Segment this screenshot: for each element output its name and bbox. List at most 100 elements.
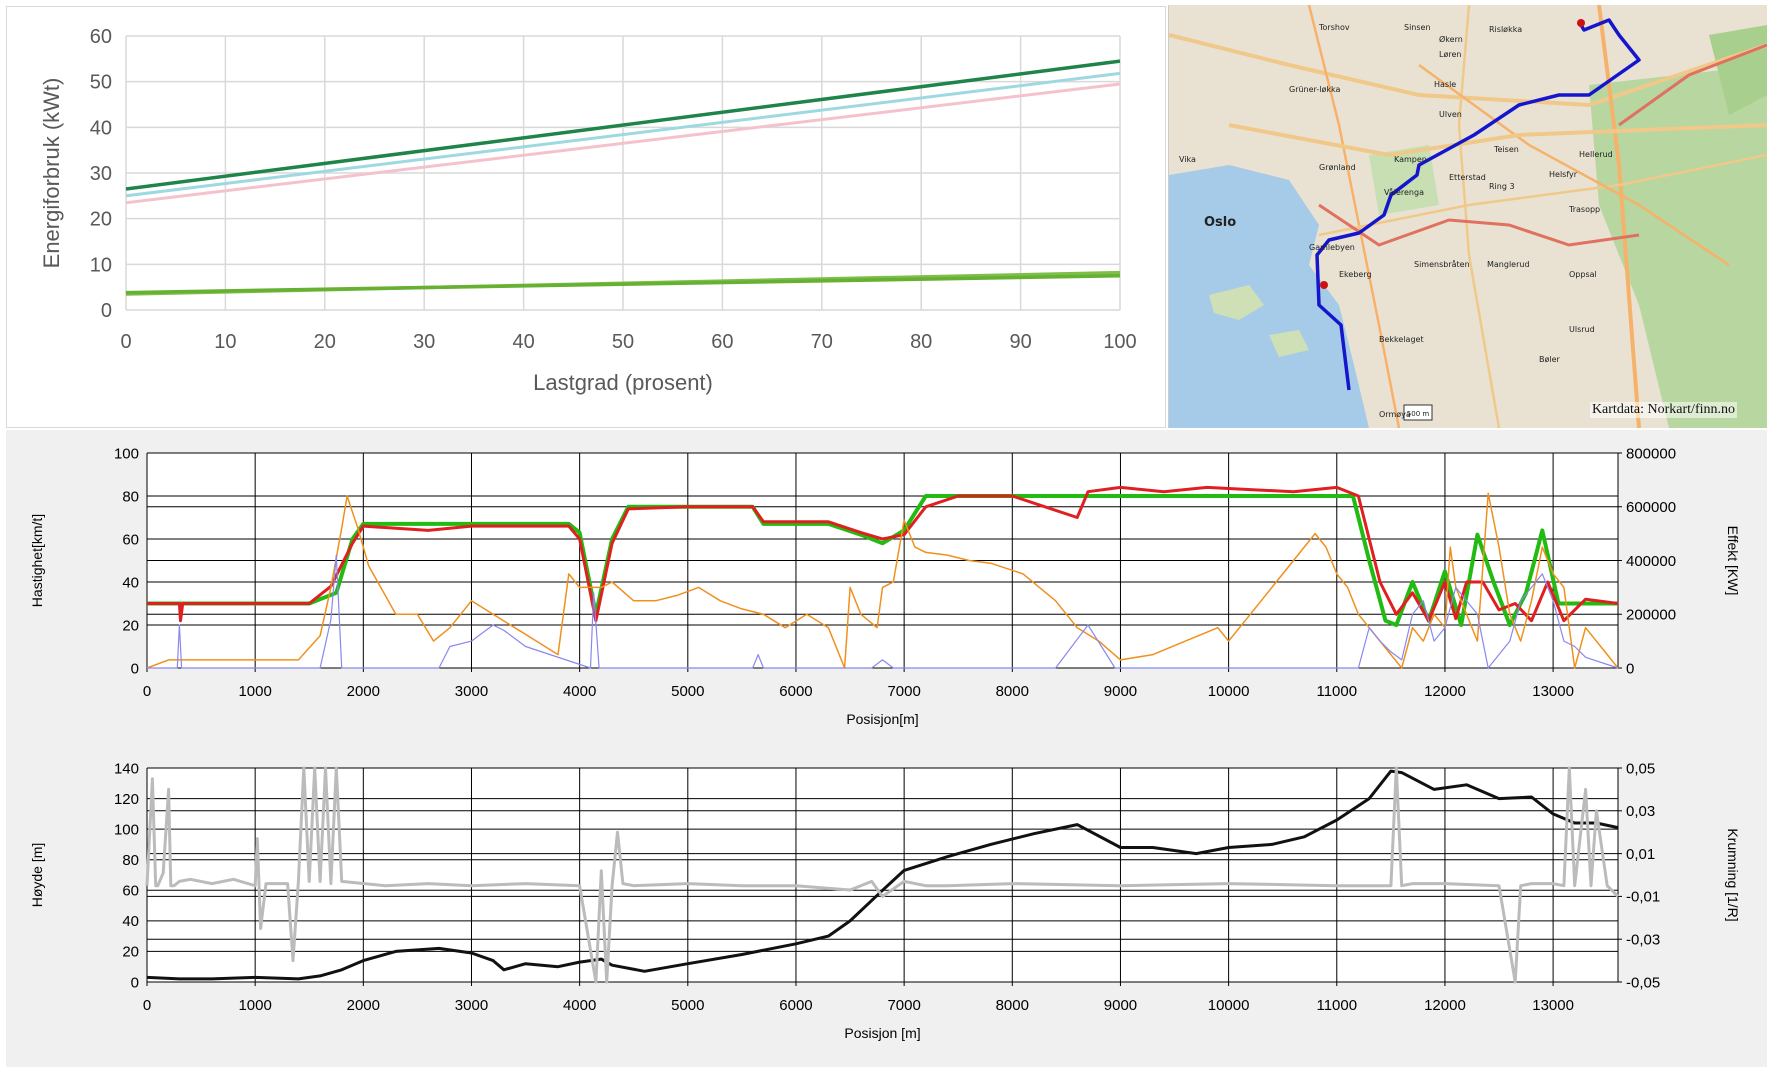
map-road bbox=[1457, 5, 1501, 428]
y2-tick-label: -0,03 bbox=[1626, 931, 1660, 948]
x-tick-label: 12000 bbox=[1424, 997, 1466, 1014]
analysis-panel: 0 1000 2000 3000 4000 5000 6000 7000 8000 9000 100… bbox=[6, 430, 1767, 1067]
map-place-label: Løren bbox=[1439, 50, 1462, 59]
x-tick-label: 11000 bbox=[1316, 997, 1357, 1014]
series-line-3 bbox=[146, 492, 1619, 669]
x-tick-label: 8000 bbox=[996, 683, 1029, 700]
route-map[interactable]: 500 m Torshov Sinsen Risløkka Økern Løren Grü… bbox=[1168, 5, 1767, 428]
series-line-5 bbox=[125, 274, 1121, 295]
y2-tick-label: -0,01 bbox=[1626, 889, 1660, 906]
map-place-label: Kampen bbox=[1394, 155, 1427, 164]
y-tick-label: 40 bbox=[122, 913, 139, 930]
x-tick-label: 10000 bbox=[1208, 683, 1250, 700]
map-road bbox=[1318, 153, 1767, 237]
map-place-label: Ulsrud bbox=[1569, 325, 1595, 334]
x-tick-label: 60 bbox=[711, 331, 733, 353]
map-road bbox=[1307, 5, 1401, 428]
y-tick-label: 120 bbox=[114, 791, 139, 808]
x-tick-label: 4000 bbox=[563, 683, 596, 700]
x-tick-label: 50 bbox=[612, 331, 634, 353]
map-forest-north bbox=[1709, 25, 1767, 115]
y-tick-label: 30 bbox=[90, 163, 112, 185]
x-tick-label: 5000 bbox=[671, 997, 704, 1014]
map-route bbox=[1315, 18, 1641, 391]
x-tick-label: 40 bbox=[512, 331, 534, 353]
x-tick-label: 0 bbox=[143, 997, 151, 1014]
map-highway-2 bbox=[1618, 43, 1767, 127]
map-start-marker bbox=[1577, 19, 1585, 27]
x-tick-label: 13000 bbox=[1532, 997, 1574, 1014]
y-tick-label: 20 bbox=[122, 617, 139, 634]
map-road bbox=[1597, 5, 1641, 428]
y2-tick-label: 0,05 bbox=[1626, 760, 1655, 777]
series-line-1 bbox=[125, 59, 1121, 191]
map-credit: Kartdata: Norkart/finn.no bbox=[1589, 402, 1737, 418]
map-place-label: Etterstad bbox=[1449, 173, 1486, 182]
elevation-curvature-chart: 0 1000 2000 3000 4000 5000 6000 7000 8000 9000 100… bbox=[29, 760, 1741, 1041]
map-place-label: Grønland bbox=[1319, 163, 1356, 172]
map-place-label: Manglerud bbox=[1487, 260, 1530, 269]
map-place-label: Helsfyr bbox=[1549, 170, 1578, 179]
map-place-label: Ormøya bbox=[1379, 410, 1411, 419]
map-island-2 bbox=[1269, 330, 1309, 357]
y-axis-title: Høyde [m] bbox=[29, 843, 45, 908]
x-axis-title: Lastgrad (prosent) bbox=[533, 370, 713, 395]
y-tick-label: 60 bbox=[122, 531, 139, 548]
x-tick-label: 10000 bbox=[1208, 997, 1250, 1014]
map-forest-east bbox=[1589, 65, 1767, 428]
y-tick-label: 60 bbox=[90, 26, 112, 48]
map-background: 500 m bbox=[1169, 5, 1767, 428]
y-tick-label: 10 bbox=[90, 254, 112, 276]
map-place-label: Gamlebyen bbox=[1309, 243, 1355, 252]
y-tick-label: 140 bbox=[114, 760, 139, 777]
map-water bbox=[1169, 165, 1369, 428]
x-tick-label: 3000 bbox=[455, 997, 488, 1014]
x-tick-label: 11000 bbox=[1316, 683, 1357, 700]
series-line-2 bbox=[147, 485, 1619, 623]
map-highway bbox=[1318, 203, 1640, 247]
map-place-label: Økern bbox=[1439, 35, 1463, 44]
x-tick-label: 0 bbox=[120, 331, 131, 353]
map-place-label: Oslo bbox=[1204, 215, 1237, 230]
x-tick-label: 8000 bbox=[996, 997, 1029, 1014]
map-place-label: Grüner-løkka bbox=[1289, 85, 1341, 94]
map-road bbox=[1418, 63, 1730, 267]
y2-tick-label: 600000 bbox=[1626, 499, 1676, 516]
map-place-label: Vika bbox=[1179, 155, 1196, 164]
y-tick-label: 0 bbox=[131, 660, 139, 677]
x-tick-label: 5000 bbox=[671, 683, 704, 700]
x-tick-label: 4000 bbox=[563, 997, 596, 1014]
x-tick-label: 6000 bbox=[779, 997, 812, 1014]
y-axis-title: Energiforbruk (kWt) bbox=[39, 78, 64, 269]
plot-area bbox=[147, 768, 1618, 982]
y-tick-label: 80 bbox=[122, 488, 139, 505]
y-tick-label: 100 bbox=[114, 445, 139, 462]
x-axis-title: Posisjon[m] bbox=[846, 711, 918, 727]
x-tick-label: 0 bbox=[143, 683, 151, 700]
series-line-1 bbox=[146, 769, 1619, 981]
map-place-label: Simensbråten bbox=[1414, 260, 1470, 269]
x-tick-label: 3000 bbox=[455, 683, 488, 700]
map-place-label: Bøler bbox=[1539, 355, 1560, 364]
y2-tick-label: 0,01 bbox=[1626, 846, 1655, 863]
x-tick-label: 1000 bbox=[238, 997, 271, 1014]
map-place-label: Hellerud bbox=[1579, 150, 1613, 159]
y-tick-label: 40 bbox=[122, 574, 139, 591]
map-place-label: Ring 3 bbox=[1489, 182, 1515, 191]
y2-tick-label: 0 bbox=[1626, 660, 1634, 677]
x-tick-label: 2000 bbox=[347, 683, 380, 700]
map-scale-bar bbox=[1403, 404, 1433, 421]
map-place-label: Vålerenga bbox=[1384, 188, 1424, 197]
x-tick-label: 7000 bbox=[887, 683, 920, 700]
y2-tick-label: 200000 bbox=[1626, 607, 1676, 624]
y-axis-title: Hastighet[km/t] bbox=[29, 514, 45, 607]
map-place-label: Oppsal bbox=[1569, 270, 1597, 279]
series-line-1 bbox=[147, 494, 1618, 627]
map-place-label: Hasle bbox=[1434, 80, 1457, 89]
y2-tick-label: 800000 bbox=[1626, 445, 1676, 462]
map-scale-label: 500 m bbox=[1407, 410, 1430, 418]
series-line-2 bbox=[145, 766, 1620, 984]
x-tick-label: 2000 bbox=[347, 997, 380, 1014]
y2-axis-title: Krumning [1/R] bbox=[1725, 828, 1741, 921]
map-place-label: Ekeberg bbox=[1339, 270, 1372, 279]
